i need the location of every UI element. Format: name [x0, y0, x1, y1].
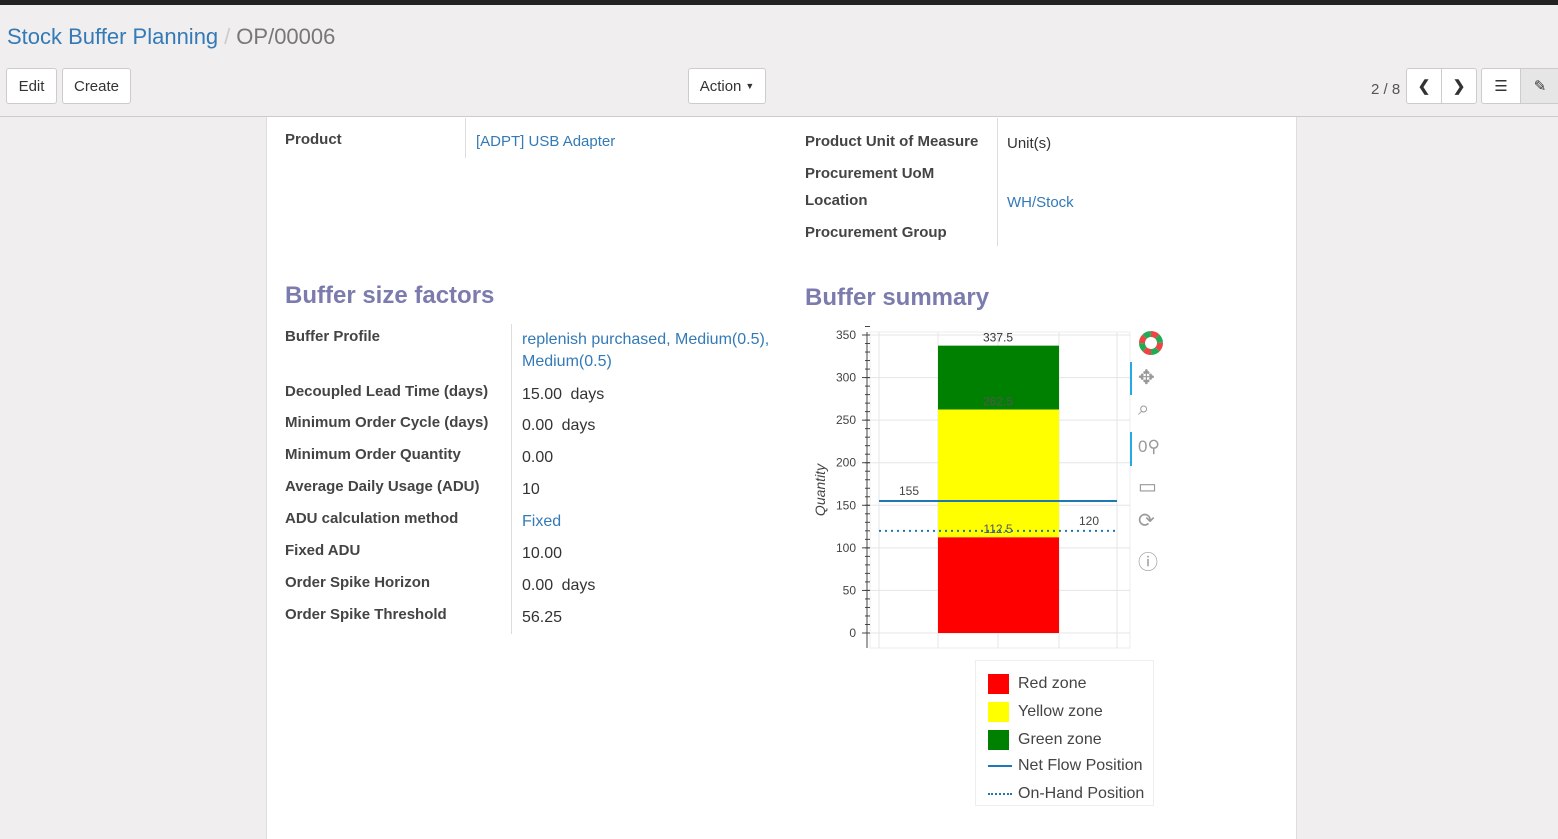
factor-unit: days: [570, 386, 605, 403]
pager-next-button[interactable]: ❯: [1441, 68, 1477, 104]
help-icon[interactable]: ⓘ: [1138, 552, 1158, 574]
factor-unit: days: [561, 577, 596, 594]
buffer-summary-heading: Buffer summary: [805, 284, 990, 311]
legend-label: Red zone: [1018, 675, 1087, 692]
bokeh-logo-icon[interactable]: [1138, 330, 1164, 362]
legend-item-net-flow: Net Flow Position: [988, 757, 1143, 775]
procurement-uom-label: Procurement UoM: [805, 165, 935, 182]
y-tick-label: 150: [836, 498, 856, 512]
y-tick-label: 50: [843, 583, 857, 597]
factor-value: 0.00: [522, 449, 554, 466]
breadcrumb-current: OP/00006: [236, 24, 336, 49]
chart-legend: Red zone Yellow zone Green zone Net Flow…: [975, 660, 1154, 806]
bar-red-zone: [938, 537, 1059, 633]
y-tick-label: 0: [849, 626, 856, 640]
line-data-label: 120: [1079, 514, 1099, 528]
legend-label: Yellow zone: [1018, 703, 1103, 720]
wheel-zoom-tool-icon[interactable]: 0⚲: [1138, 437, 1160, 456]
bar-yellow-zone: [938, 409, 1059, 538]
factor-label: ADU calculation method: [285, 510, 459, 527]
legend-item-yellow: Yellow zone: [988, 702, 1103, 722]
y-axis-label: Quantity: [812, 463, 828, 516]
product-link[interactable]: [ADPT] USB Adapter: [476, 133, 616, 150]
factor-label: Order Spike Horizon: [285, 574, 431, 591]
factor-label: Buffer Profile: [285, 328, 381, 345]
uom-value: Unit(s): [1007, 135, 1052, 152]
procurement-group-label: Procurement Group: [805, 224, 947, 241]
legend-item-green: Green zone: [988, 730, 1102, 750]
edit-button[interactable]: Edit: [6, 68, 57, 104]
y-tick-label: 200: [836, 456, 856, 470]
legend-label: Green zone: [1018, 731, 1102, 748]
top-bar: [0, 0, 1558, 5]
edit-form-icon: ✎: [1533, 78, 1547, 95]
action-dropdown[interactable]: Action ▼: [688, 68, 766, 104]
factor-label: Average Daily Usage (ADU): [285, 478, 480, 495]
list-icon: ☰: [1494, 78, 1508, 95]
bar-data-label: 112.5: [983, 522, 1012, 536]
bar-green-zone: [938, 345, 1059, 410]
factor-value: 10.00: [522, 545, 563, 562]
legend-label: On-Hand Position: [1018, 785, 1145, 802]
factor-label: Fixed ADU: [285, 542, 361, 559]
box-zoom-tool-icon[interactable]: ⌕: [1138, 398, 1150, 420]
factor-value[interactable]: Fixed: [522, 513, 562, 530]
legend-label: Net Flow Position: [1018, 757, 1143, 774]
bar-data-label: 262.5: [983, 395, 1013, 409]
y-tick-label: 100: [836, 541, 856, 555]
factor-value: 0.00 days: [522, 577, 596, 594]
y-tick-label: 350: [836, 328, 856, 342]
factor-value: 0.00 days: [522, 417, 596, 434]
uom-label: Product Unit of Measure: [805, 133, 979, 150]
reset-tool-icon[interactable]: ⟳: [1138, 510, 1155, 532]
factor-value[interactable]: replenish purchased, Medium(0.5),: [522, 331, 770, 348]
control-panel: Stock Buffer Planning / OP/00006 Edit Crea…: [0, 5, 1558, 117]
action-label: Action: [699, 77, 742, 95]
factor-value: 10: [522, 481, 540, 498]
pager-value: 2 / 8: [1371, 81, 1401, 98]
line-data-label: 155: [899, 484, 919, 498]
form-view-button[interactable]: ✎: [1520, 68, 1558, 104]
buffer-chart: 0 50 100 150 200 250 300 350 Quantity 112.5 262.5 3…: [812, 325, 1131, 649]
factor-unit: days: [561, 417, 596, 434]
breadcrumb: Stock Buffer Planning / OP/00006: [7, 24, 336, 49]
factor-label: Decoupled Lead Time (days): [285, 383, 489, 400]
factor-label: Order Spike Threshold: [285, 606, 447, 623]
product-label: Product: [285, 131, 342, 148]
legend-item-on-hand: On-Hand Position: [988, 785, 1144, 803]
create-button[interactable]: Create: [62, 68, 131, 104]
breadcrumb-parent-link[interactable]: Stock Buffer Planning: [7, 24, 219, 49]
pager-previous-button[interactable]: ❮: [1406, 68, 1442, 104]
location-link[interactable]: WH/Stock: [1007, 194, 1074, 211]
list-view-button[interactable]: ☰: [1481, 68, 1521, 104]
chevron-left-icon: ❮: [1417, 78, 1431, 95]
pan-tool-icon[interactable]: ✥: [1138, 367, 1155, 389]
y-tick-label: 300: [836, 371, 856, 385]
chevron-right-icon: ❯: [1452, 78, 1466, 95]
factor-label: Minimum Order Cycle (days): [285, 414, 489, 431]
caret-down-icon: ▼: [745, 81, 755, 91]
factor-value: 56.25: [522, 609, 563, 626]
buffer-size-factors-heading: Buffer size factors: [285, 282, 495, 309]
save-tool-icon[interactable]: ▭: [1138, 476, 1157, 498]
bar-data-label: 337.5: [983, 331, 1013, 345]
factor-value-continued[interactable]: Medium(0.5): [522, 353, 612, 370]
factor-label: Minimum Order Quantity: [285, 446, 461, 463]
factor-value: 15.00 days: [522, 386, 605, 403]
y-tick-label: 250: [836, 413, 856, 427]
legend-item-red: Red zone: [988, 674, 1087, 694]
location-label: Location: [805, 192, 868, 209]
